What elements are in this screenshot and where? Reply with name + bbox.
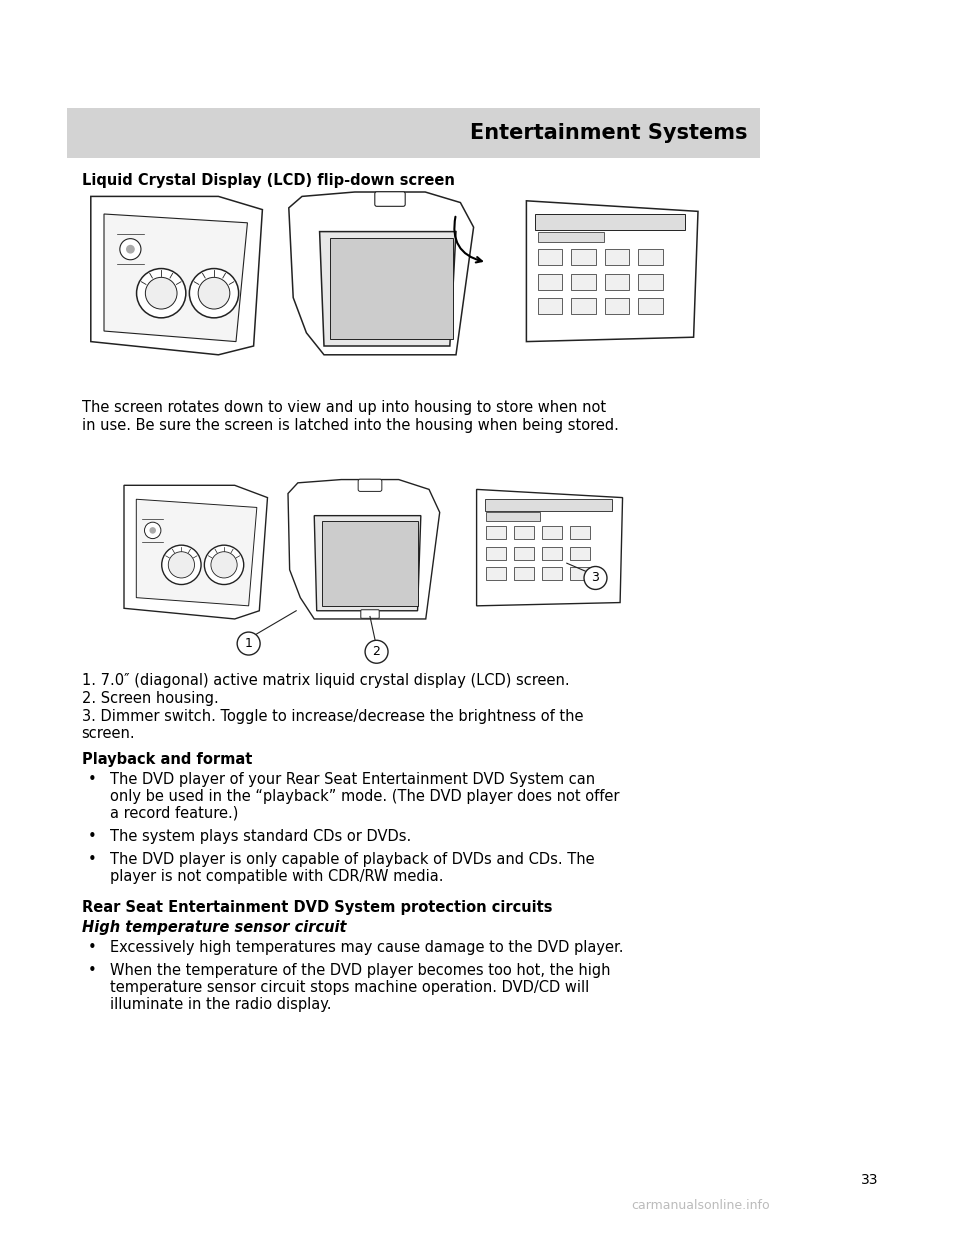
Text: 1. 7.0″ (diagonal) active matrix liquid crystal display (LCD) screen.: 1. 7.0″ (diagonal) active matrix liquid … xyxy=(82,673,569,688)
Text: in use. Be sure the screen is latched into the housing when being stored.: in use. Be sure the screen is latched in… xyxy=(82,419,618,433)
Text: •: • xyxy=(87,773,96,787)
Text: The screen rotates down to view and up into housing to store when not: The screen rotates down to view and up i… xyxy=(82,400,606,415)
Text: illuminate in the radio display.: illuminate in the radio display. xyxy=(110,997,332,1012)
Text: Playback and format: Playback and format xyxy=(82,751,252,768)
FancyBboxPatch shape xyxy=(515,568,534,580)
Text: 2: 2 xyxy=(372,646,380,658)
Bar xyxy=(67,108,760,158)
Text: 33: 33 xyxy=(861,1172,878,1187)
FancyBboxPatch shape xyxy=(542,527,562,539)
FancyBboxPatch shape xyxy=(487,568,506,580)
FancyBboxPatch shape xyxy=(638,298,662,314)
Text: screen.: screen. xyxy=(82,727,135,741)
FancyBboxPatch shape xyxy=(538,231,604,242)
Text: 1: 1 xyxy=(245,637,252,650)
FancyBboxPatch shape xyxy=(374,191,405,206)
Polygon shape xyxy=(314,515,420,611)
FancyBboxPatch shape xyxy=(487,527,506,539)
Circle shape xyxy=(204,545,244,585)
Circle shape xyxy=(145,522,161,539)
Circle shape xyxy=(365,641,388,663)
Polygon shape xyxy=(288,479,440,619)
FancyBboxPatch shape xyxy=(570,568,589,580)
Text: only be used in the “playback” mode. (The DVD player does not offer: only be used in the “playback” mode. (Th… xyxy=(110,789,620,804)
Text: •: • xyxy=(87,963,96,977)
Circle shape xyxy=(211,551,237,578)
Text: player is not compatible with CDR/RW media.: player is not compatible with CDR/RW med… xyxy=(110,869,444,884)
FancyBboxPatch shape xyxy=(487,546,506,560)
Circle shape xyxy=(161,545,201,585)
Polygon shape xyxy=(476,489,622,606)
FancyBboxPatch shape xyxy=(361,610,379,619)
FancyBboxPatch shape xyxy=(605,250,630,265)
FancyBboxPatch shape xyxy=(485,499,612,510)
Text: 2. Screen housing.: 2. Screen housing. xyxy=(82,691,218,705)
FancyBboxPatch shape xyxy=(487,513,540,520)
Text: When the temperature of the DVD player becomes too hot, the high: When the temperature of the DVD player b… xyxy=(110,963,611,977)
Text: High temperature sensor circuit: High temperature sensor circuit xyxy=(82,920,347,935)
FancyBboxPatch shape xyxy=(638,273,662,289)
FancyBboxPatch shape xyxy=(536,214,684,230)
Circle shape xyxy=(189,268,239,318)
Polygon shape xyxy=(104,214,248,342)
Text: Rear Seat Entertainment DVD System protection circuits: Rear Seat Entertainment DVD System prote… xyxy=(82,900,552,915)
Text: The DVD player of your Rear Seat Entertainment DVD System can: The DVD player of your Rear Seat Enterta… xyxy=(110,773,595,787)
Text: temperature sensor circuit stops machine operation. DVD/CD will: temperature sensor circuit stops machine… xyxy=(110,980,589,995)
FancyBboxPatch shape xyxy=(542,546,562,560)
Text: The system plays standard CDs or DVDs.: The system plays standard CDs or DVDs. xyxy=(110,828,412,845)
Text: Excessively high temperatures may cause damage to the DVD player.: Excessively high temperatures may cause … xyxy=(110,940,624,955)
FancyBboxPatch shape xyxy=(605,273,630,289)
FancyBboxPatch shape xyxy=(570,527,589,539)
Text: •: • xyxy=(87,828,96,845)
FancyBboxPatch shape xyxy=(538,298,563,314)
Circle shape xyxy=(150,527,156,534)
Text: 3: 3 xyxy=(591,571,599,585)
Text: The DVD player is only capable of playback of DVDs and CDs. The: The DVD player is only capable of playba… xyxy=(110,852,595,867)
Circle shape xyxy=(584,566,607,590)
Polygon shape xyxy=(320,231,456,347)
Polygon shape xyxy=(526,201,698,342)
Circle shape xyxy=(126,245,134,253)
FancyBboxPatch shape xyxy=(538,273,563,289)
Circle shape xyxy=(120,238,141,260)
Text: 3. Dimmer switch. Toggle to increase/decrease the brightness of the: 3. Dimmer switch. Toggle to increase/dec… xyxy=(82,709,583,724)
Circle shape xyxy=(237,632,260,655)
FancyBboxPatch shape xyxy=(571,298,596,314)
FancyBboxPatch shape xyxy=(542,568,562,580)
Polygon shape xyxy=(289,193,473,355)
Text: Liquid Crystal Display (LCD) flip-down screen: Liquid Crystal Display (LCD) flip-down s… xyxy=(82,173,454,188)
FancyBboxPatch shape xyxy=(571,250,596,265)
FancyBboxPatch shape xyxy=(515,546,534,560)
FancyBboxPatch shape xyxy=(570,546,589,560)
FancyBboxPatch shape xyxy=(330,237,453,339)
Polygon shape xyxy=(91,196,262,355)
FancyBboxPatch shape xyxy=(358,479,382,492)
Text: carmanualsonline.info: carmanualsonline.info xyxy=(632,1199,770,1212)
Polygon shape xyxy=(124,486,268,619)
Polygon shape xyxy=(136,499,257,606)
Circle shape xyxy=(145,277,177,309)
Text: a record feature.): a record feature.) xyxy=(110,806,239,821)
FancyBboxPatch shape xyxy=(323,520,418,606)
FancyBboxPatch shape xyxy=(571,273,596,289)
FancyBboxPatch shape xyxy=(515,527,534,539)
FancyBboxPatch shape xyxy=(605,298,630,314)
Circle shape xyxy=(136,268,186,318)
Text: •: • xyxy=(87,940,96,955)
Circle shape xyxy=(198,277,229,309)
Circle shape xyxy=(168,551,195,578)
FancyBboxPatch shape xyxy=(638,250,662,265)
Text: •: • xyxy=(87,852,96,867)
FancyBboxPatch shape xyxy=(538,250,563,265)
Text: Entertainment Systems: Entertainment Systems xyxy=(470,123,748,143)
